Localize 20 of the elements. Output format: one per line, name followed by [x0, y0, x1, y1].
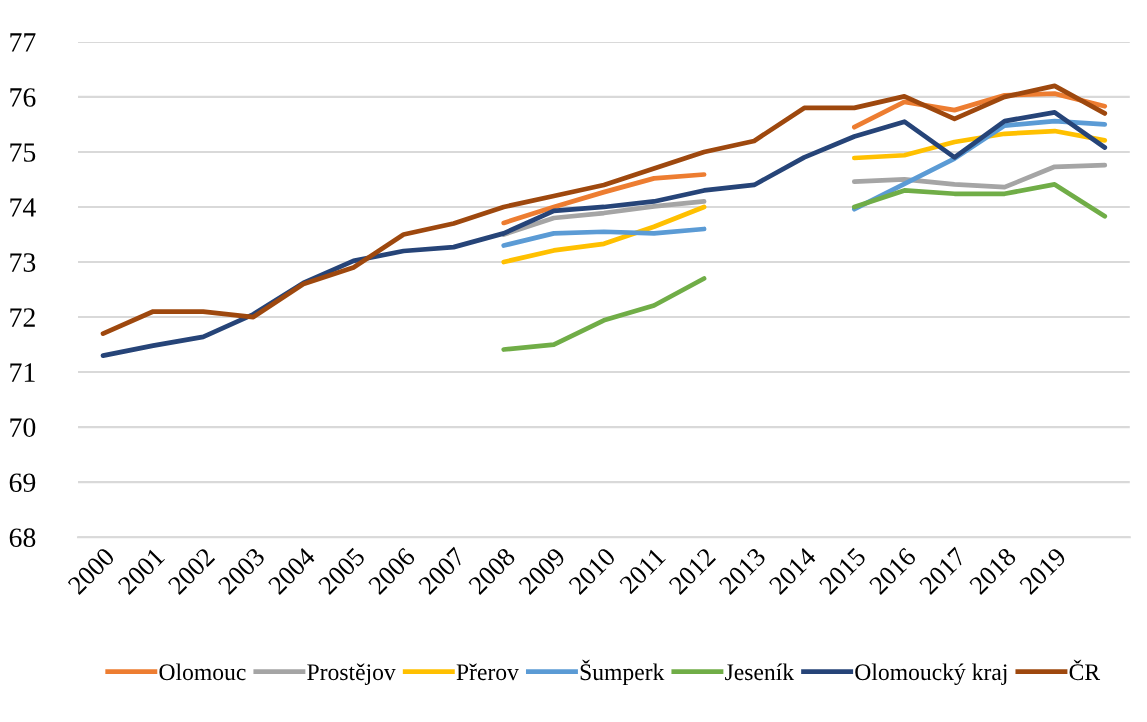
- legend-label: Olomouc: [159, 663, 246, 681]
- line-series: [100, 83, 1108, 336]
- y-tick-label: 76: [10, 88, 36, 107]
- x-tick-label: 2011: [618, 547, 666, 595]
- legend-label: Šumperk: [580, 659, 665, 685]
- y-tick-label: 77: [10, 33, 36, 52]
- legend-label: Jeseník: [725, 663, 795, 681]
- y-tick-label: 69: [9, 473, 36, 493]
- y-tick-label: 75: [10, 143, 36, 162]
- y-tick-label: 72: [10, 308, 35, 327]
- line-series: [100, 109, 1108, 358]
- legend-label: Přerov: [456, 663, 519, 681]
- y-tick-label: 73: [10, 253, 36, 272]
- y-tick-label: 74: [10, 198, 36, 217]
- legend-label: ČR: [1069, 659, 1101, 681]
- legend-label: Olomoucký kraj: [855, 663, 1007, 686]
- y-tick-label: 71: [10, 363, 35, 382]
- y-tick-label: 68: [9, 528, 36, 548]
- y-tick-label: 70: [10, 418, 36, 438]
- legend-label: Prostějov: [307, 663, 396, 685]
